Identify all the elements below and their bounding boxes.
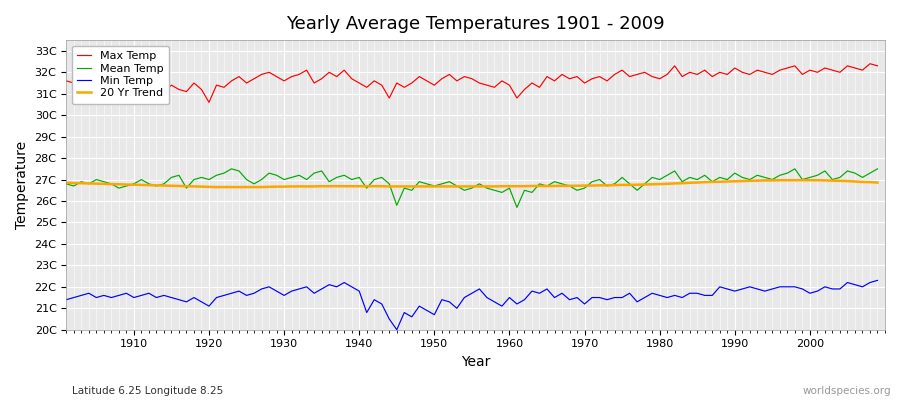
Max Temp <box>203 100 214 105</box>
Mean Temp <box>511 205 522 210</box>
Max Temp <box>511 96 522 100</box>
Mean Temp <box>226 166 237 171</box>
20 Yr Trend <box>61 180 72 185</box>
Max Temp <box>293 72 304 77</box>
20 Yr Trend <box>338 184 349 189</box>
Max Temp <box>504 83 515 88</box>
Max Temp <box>602 78 613 83</box>
Mean Temp <box>504 186 515 190</box>
20 Yr Trend <box>504 184 515 189</box>
Min Temp <box>61 297 72 302</box>
Text: worldspecies.org: worldspecies.org <box>803 386 891 396</box>
Min Temp <box>286 289 297 294</box>
Line: Min Temp: Min Temp <box>67 280 878 330</box>
Min Temp <box>504 295 515 300</box>
Mean Temp <box>872 166 883 171</box>
Mean Temp <box>519 188 530 193</box>
Min Temp <box>872 278 883 283</box>
Min Temp <box>602 297 613 302</box>
20 Yr Trend <box>774 178 785 182</box>
Y-axis label: Temperature: Temperature <box>15 141 29 229</box>
20 Yr Trend <box>293 184 304 189</box>
Max Temp <box>338 68 349 72</box>
Legend: Max Temp, Mean Temp, Min Temp, 20 Yr Trend: Max Temp, Mean Temp, Min Temp, 20 Yr Tre… <box>72 46 169 104</box>
Max Temp <box>865 61 876 66</box>
Mean Temp <box>121 184 131 188</box>
Mean Temp <box>61 182 72 186</box>
Title: Yearly Average Temperatures 1901 - 2009: Yearly Average Temperatures 1901 - 2009 <box>286 15 665 33</box>
Line: 20 Yr Trend: 20 Yr Trend <box>67 180 878 187</box>
Min Temp <box>392 327 402 332</box>
20 Yr Trend <box>602 183 613 188</box>
20 Yr Trend <box>212 185 222 190</box>
20 Yr Trend <box>511 184 522 189</box>
Line: Mean Temp: Mean Temp <box>67 169 878 208</box>
Max Temp <box>121 87 131 92</box>
Line: Max Temp: Max Temp <box>67 64 878 102</box>
Max Temp <box>872 64 883 68</box>
Mean Temp <box>293 173 304 178</box>
Mean Temp <box>609 182 620 186</box>
Min Temp <box>511 302 522 306</box>
20 Yr Trend <box>872 180 883 185</box>
X-axis label: Year: Year <box>461 355 491 369</box>
Max Temp <box>61 78 72 83</box>
Mean Temp <box>338 173 349 178</box>
Min Temp <box>331 284 342 289</box>
Text: Latitude 6.25 Longitude 8.25: Latitude 6.25 Longitude 8.25 <box>72 386 223 396</box>
Min Temp <box>121 291 131 296</box>
20 Yr Trend <box>121 182 131 187</box>
